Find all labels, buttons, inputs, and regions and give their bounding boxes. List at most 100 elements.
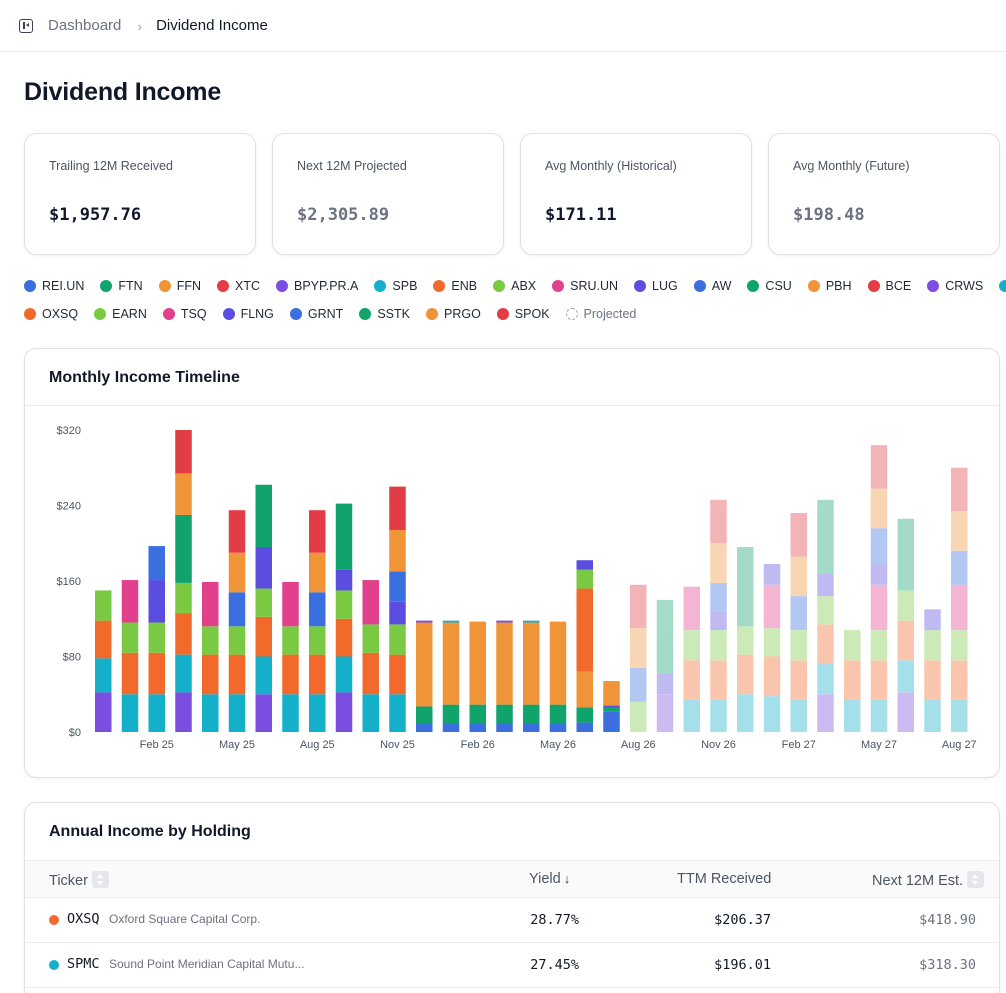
bar-segment bbox=[335, 569, 353, 591]
legend-item-earn[interactable]: EARN bbox=[94, 307, 147, 321]
bar-segment bbox=[790, 660, 807, 700]
bar-segment bbox=[255, 694, 272, 732]
bar-segment bbox=[148, 652, 165, 695]
bar-segment bbox=[523, 622, 540, 705]
legend-item-pbh[interactable]: PBH bbox=[807, 279, 852, 293]
legend-item-abx[interactable]: ABX bbox=[493, 279, 536, 293]
table-header: Ticker Yield ↓ TTM Received Next 12M Est. bbox=[25, 860, 999, 898]
bar-segment bbox=[228, 510, 246, 553]
column-header-ttm-received[interactable]: TTM Received bbox=[677, 871, 771, 887]
sidebar-toggle-icon[interactable] bbox=[19, 18, 33, 33]
bar-segment bbox=[603, 681, 620, 706]
month-bar bbox=[362, 580, 379, 732]
legend-item-tsq[interactable]: TSQ bbox=[162, 307, 207, 321]
bar-segment bbox=[710, 582, 727, 612]
y-tick-label: $80 bbox=[63, 652, 81, 664]
legend-color-dot bbox=[24, 308, 36, 320]
row-next-12m: $318.30 bbox=[919, 957, 976, 973]
legend-item-bpyp-pr-a[interactable]: BPYP.PR.A bbox=[276, 279, 358, 293]
legend-item-spb[interactable]: SPB bbox=[374, 279, 417, 293]
legend-label: TSQ bbox=[180, 307, 207, 321]
column-header-ticker[interactable]: Ticker bbox=[49, 871, 109, 889]
breadcrumb-dashboard-link[interactable]: Dashboard bbox=[48, 17, 122, 34]
bar-segment bbox=[442, 620, 460, 623]
bar-segment bbox=[389, 654, 406, 695]
legend-item-grnt[interactable]: GRNT bbox=[289, 307, 343, 321]
legend-item-enb[interactable]: ENB bbox=[433, 279, 477, 293]
legend-item-oxsq[interactable]: OXSQ bbox=[24, 307, 78, 321]
legend-item-prgo[interactable]: PRGO bbox=[425, 307, 481, 321]
bar-segment bbox=[683, 660, 700, 700]
month-bar bbox=[202, 581, 219, 732]
column-header-yield[interactable]: Yield ↓ bbox=[529, 871, 570, 887]
legend-item-aw[interactable]: AW bbox=[693, 279, 732, 293]
table-row[interactable]: OXSQ Oxford Square Capital Corp. 28.77% … bbox=[25, 898, 999, 943]
y-tick-label: $160 bbox=[57, 576, 81, 588]
legend-item-ftn[interactable]: FTN bbox=[100, 279, 143, 293]
legend-item-flng[interactable]: FLNG bbox=[222, 307, 274, 321]
bar-segment bbox=[202, 581, 219, 627]
bar-segment bbox=[710, 699, 727, 732]
bar-segment bbox=[175, 582, 192, 614]
legend-item-rei-un[interactable]: REI.UN bbox=[24, 279, 84, 293]
bar-segment bbox=[630, 667, 647, 702]
projected-month-bar bbox=[630, 584, 647, 732]
legend-label: AW bbox=[711, 279, 732, 293]
bar-segment bbox=[121, 694, 139, 732]
bar-segment bbox=[790, 630, 807, 661]
stat-value: $2,305.89 bbox=[297, 205, 390, 225]
bar-segment bbox=[897, 692, 914, 732]
annual-income-by-holding-panel: Annual Income by Holding Ticker Yield ↓ T… bbox=[24, 802, 1000, 993]
bar-segment bbox=[870, 584, 888, 631]
bar-segment bbox=[175, 514, 192, 583]
bar-segment bbox=[416, 620, 433, 623]
bar-segment bbox=[389, 486, 406, 531]
bar-segment bbox=[121, 580, 139, 623]
legend-item-spmc[interactable]: SPMC bbox=[999, 279, 1006, 293]
legend-item-csu[interactable]: CSU bbox=[747, 279, 792, 293]
legend-item-xtc[interactable]: XTC bbox=[217, 279, 260, 293]
month-bar bbox=[309, 510, 326, 732]
row-next-12m: $418.90 bbox=[919, 912, 976, 928]
x-tick-label: Nov 25 bbox=[380, 739, 415, 751]
legend-item-spok[interactable]: SPOK bbox=[496, 307, 550, 321]
bar-segment bbox=[202, 654, 219, 695]
legend-color-dot bbox=[807, 280, 820, 292]
holding-color-dot bbox=[49, 960, 59, 970]
projected-month-bar bbox=[924, 609, 941, 732]
column-header-next-12m[interactable]: Next 12M Est. bbox=[872, 871, 985, 889]
bar-segment bbox=[897, 590, 914, 621]
legend-item-sstk[interactable]: SSTK bbox=[359, 307, 410, 321]
stat-card-trailing-12m: Trailing 12M Received $1,957.76 bbox=[24, 133, 256, 255]
legend-item-projected[interactable]: Projected bbox=[565, 307, 636, 321]
bar-segment bbox=[335, 656, 353, 693]
bar-segment bbox=[924, 699, 941, 732]
row-yield: 28.77% bbox=[530, 912, 579, 928]
bar-segment bbox=[737, 547, 754, 627]
table-row[interactable]: SPMC Sound Point Meridian Capital Mutu..… bbox=[25, 943, 999, 988]
bar-segment bbox=[95, 620, 112, 659]
legend-item-crws[interactable]: CRWS bbox=[927, 279, 983, 293]
legend-item-sru-un[interactable]: SRU.UN bbox=[552, 279, 618, 293]
bar-segment bbox=[309, 694, 326, 732]
bar-segment bbox=[95, 658, 112, 693]
x-tick-label: Feb 27 bbox=[782, 739, 816, 751]
bar-segment bbox=[844, 630, 861, 661]
bar-segment bbox=[710, 660, 727, 700]
legend-label: SSTK bbox=[377, 307, 410, 321]
sort-icon[interactable] bbox=[91, 871, 109, 888]
sort-icon[interactable] bbox=[967, 871, 985, 888]
bar-segment bbox=[790, 513, 807, 557]
legend-color-dot bbox=[359, 308, 372, 320]
bar-segment bbox=[121, 652, 139, 695]
legend-label: ENB bbox=[451, 279, 478, 293]
bar-segment bbox=[656, 673, 674, 695]
legend-item-bce[interactable]: BCE bbox=[867, 279, 911, 293]
month-bar bbox=[148, 546, 165, 732]
legend-item-ffn[interactable]: FFN bbox=[158, 279, 201, 293]
bar-segment bbox=[763, 696, 781, 732]
legend-color-dot bbox=[433, 280, 446, 292]
stat-label: Trailing 12M Received bbox=[49, 159, 173, 173]
legend-item-lug[interactable]: LUG bbox=[634, 279, 678, 293]
bar-segment bbox=[309, 626, 326, 655]
